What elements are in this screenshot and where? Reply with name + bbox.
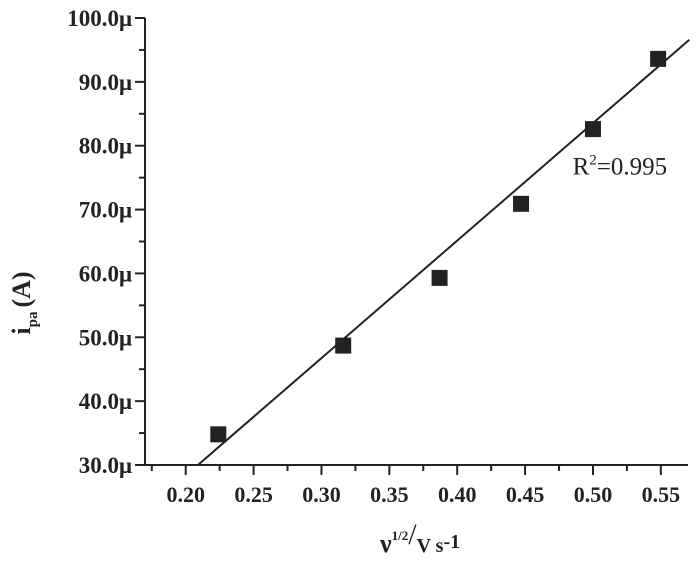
y-axis-title-sub: pa [25, 311, 41, 327]
y-tick-label: 60.0μ [79, 261, 132, 286]
annotation-base: R [573, 153, 590, 180]
y-tick-label: 80.0μ [79, 134, 132, 159]
x-tick-label: 0.45 [506, 482, 545, 507]
x-tick-label: 0.40 [438, 482, 477, 507]
plot-area [144, 18, 688, 466]
x-axis-title-slash: / [408, 518, 417, 551]
y-tick-label: 30.0μ [79, 453, 132, 478]
x-axis-title-base: ν [379, 529, 392, 558]
y-axis-title-unit: (A) [7, 271, 36, 307]
x-axis-title-unit-sup: -1 [443, 531, 460, 553]
y-tick-label: 90.0μ [79, 70, 132, 95]
x-axis-title-unit: V s [417, 535, 444, 557]
data-point [584, 121, 601, 138]
x-tick-label: 0.20 [166, 482, 205, 507]
fit-line-group [197, 38, 691, 466]
y-tick-label: 100.0μ [67, 6, 132, 31]
x-tick-label: 0.25 [234, 482, 273, 507]
y-tick-label: 50.0μ [79, 325, 132, 350]
data-points [210, 50, 667, 443]
y-axis-title-base: i [7, 327, 36, 334]
annotation-rest: =0.995 [597, 153, 667, 180]
x-tick-label: 0.50 [574, 482, 613, 507]
annotation-sup: 2 [589, 152, 597, 168]
x-axis: 0.20 0.25 0.30 0.35 0.40 0.45 0.50 0.55 [150, 465, 681, 507]
fit-line [197, 38, 691, 466]
x-axis-title-sup: 1/2 [392, 528, 409, 543]
y-tick-label: 40.0μ [79, 389, 132, 414]
y-axis-title: ipa (A) [7, 271, 41, 334]
x-tick-label: 0.35 [370, 482, 409, 507]
data-point [210, 426, 227, 443]
data-point [650, 50, 667, 67]
r-squared-annotation: R2=0.995 [573, 152, 668, 180]
y-tick-label: 70.0μ [79, 198, 132, 223]
x-tick-label: 0.55 [642, 482, 681, 507]
y-axis: 30.0μ 40.0μ 50.0μ 60.0μ 70.0μ 80.0μ 90.0μ 100.0… [67, 6, 145, 478]
data-point [513, 195, 530, 212]
x-tick-label: 0.30 [302, 482, 341, 507]
x-axis-title: ν1/2/V s-1 [379, 518, 460, 558]
data-point [431, 269, 448, 286]
data-point [335, 337, 352, 354]
